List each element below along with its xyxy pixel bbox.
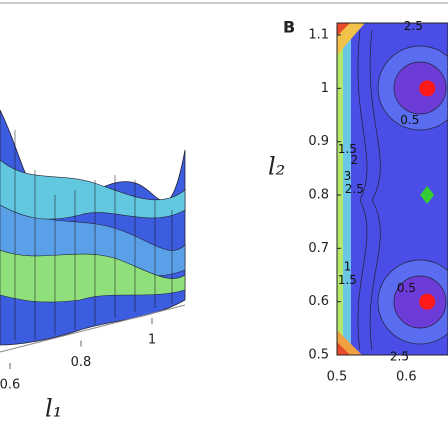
y-tick-label: 0.8 [308, 188, 329, 203]
contour-label: 3 [344, 169, 352, 183]
x-tick-label: 0.8 [71, 355, 92, 370]
contour-label: 0.5 [400, 113, 419, 127]
minimum-marker [419, 293, 436, 310]
y-axis-label: l₂ [268, 153, 285, 181]
y-tick-label: 0.6 [308, 294, 329, 309]
minimum-marker [419, 80, 436, 97]
contour-label: 2.5 [390, 350, 409, 364]
contour-label: 2 [351, 153, 359, 167]
y-tick-label: 0.7 [308, 241, 329, 256]
contour-label: 0.5 [397, 281, 416, 295]
surface [0, 109, 186, 353]
x-tick-label: 0.6 [0, 378, 20, 393]
y-tick-label: 0.9 [308, 134, 329, 149]
x-tick-label: 1 [148, 333, 156, 348]
contour-label: 2.5 [345, 182, 364, 196]
saddle-marker [420, 186, 435, 204]
panel-label: B [283, 18, 295, 37]
y-tick-label: 1 [321, 81, 329, 96]
x-tick-label: 0.6 [396, 370, 417, 385]
x-tick-label: 0.5 [327, 370, 348, 385]
contour-label: 1.5 [338, 142, 357, 156]
contour-label: 1 [344, 260, 352, 274]
x-axis-label: l₁ [45, 395, 62, 423]
y-tick-label: 0.5 [308, 348, 329, 363]
contour-label: 1.5 [338, 273, 357, 287]
contour-label: 2.5 [404, 19, 423, 33]
y-tick-label: 1.1 [308, 28, 329, 43]
